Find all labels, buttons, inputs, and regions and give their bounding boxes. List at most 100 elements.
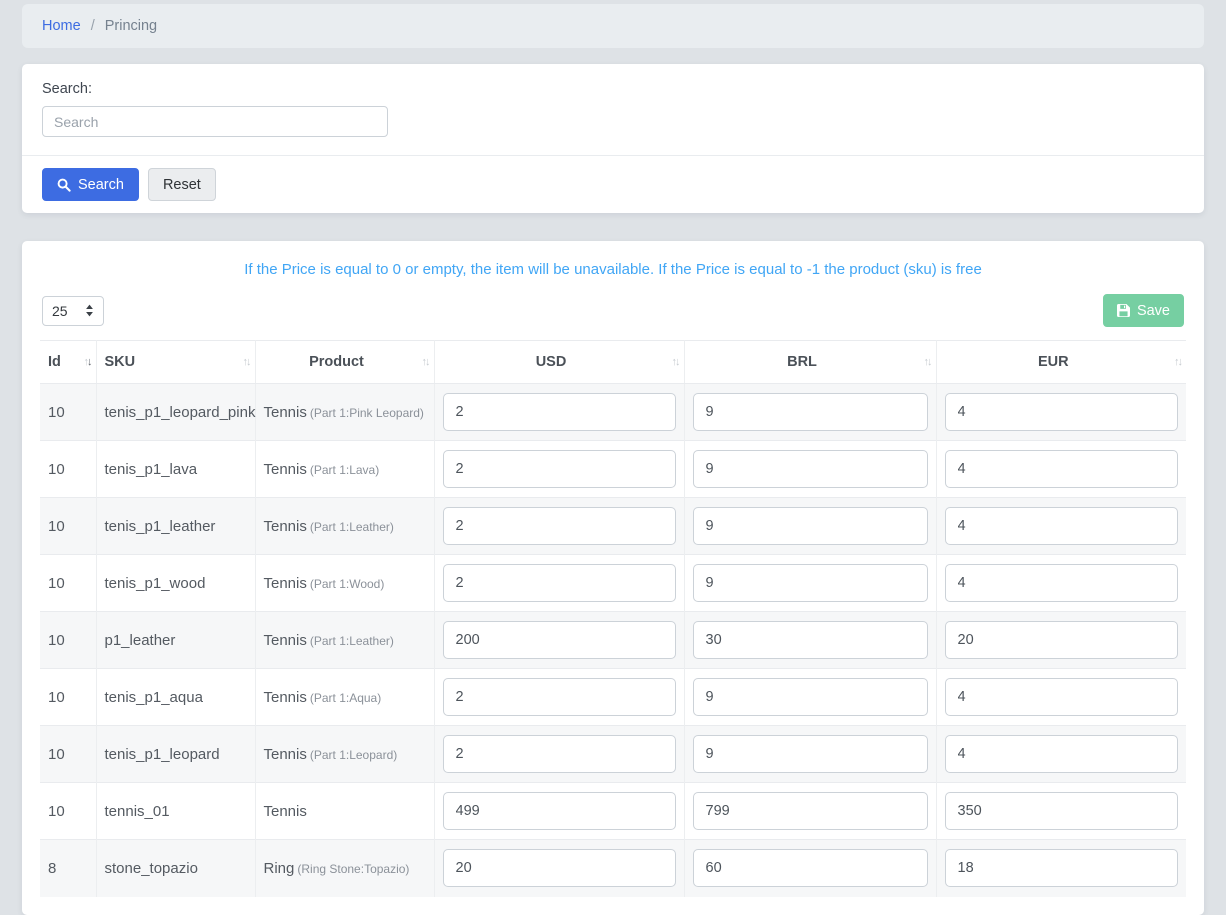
row-product-name: Tennis [263,460,307,478]
search-button-label: Search [78,176,124,193]
usd-price-input[interactable] [442,507,676,545]
eur-price-input[interactable] [944,393,1178,431]
row-product-variant: (Ring Stone:Topazio) [297,861,410,876]
cell-brl [684,554,937,612]
column-header-usd[interactable]: USD ↑↓ [434,340,685,384]
sort-icon: ↑↓ [1174,355,1183,368]
brl-price-input[interactable] [692,450,928,488]
eur-price-input[interactable] [944,621,1178,659]
search-label: Search: [42,81,92,97]
search-panel-footer: Search Reset [22,155,1204,213]
cell-sku: tenis_p1_wood [96,554,256,612]
eur-price-input[interactable] [944,564,1178,602]
brl-price-input[interactable] [692,678,928,716]
brl-price-input[interactable] [692,735,928,773]
eur-price-input[interactable] [944,849,1178,888]
cell-brl [684,440,937,498]
row-sku-value: tenis_p1_aqua [104,688,203,706]
usd-price-input[interactable] [442,849,676,888]
eur-price-input[interactable] [944,507,1178,545]
pricing-table: Id ↑↓ SKU ↑↓ Product ↑↓ USD ↑↓ BRL ↑↓ EU… [40,340,1186,897]
sort-icon: ↑↓ [83,355,93,368]
table-row: 8 stone_topazio Ring (Ring Stone:Topazio) [40,839,1186,897]
table-header-row: Id ↑↓ SKU ↑↓ Product ↑↓ USD ↑↓ BRL ↑↓ EU… [40,340,1186,384]
row-product-name: Tennis [263,688,307,706]
page-length-value: 25 [52,302,68,319]
row-id-value: 8 [48,859,57,877]
breadcrumb-current-page: Princing [104,18,158,34]
table-row: 10 tenis_p1_aqua Tennis (Part 1:Aqua) [40,668,1186,726]
row-product-name: Tennis [263,403,307,421]
cell-id: 10 [40,611,97,669]
eur-price-input[interactable] [944,450,1178,488]
pricing-info-note: If the Price is equal to 0 or empty, the… [244,261,982,278]
cell-eur [936,725,1186,783]
column-header-brl[interactable]: BRL ↑↓ [684,340,937,384]
brl-price-input[interactable] [692,621,928,659]
sort-icon: ↑↓ [923,355,933,368]
page-length-select[interactable]: 25 [42,295,104,326]
cell-id: 10 [40,668,97,726]
row-product-variant: (Part 1:Wood) [309,576,385,591]
column-header-id[interactable]: Id ↑↓ [40,340,97,384]
cell-usd [434,383,685,441]
breadcrumb-separator: / [90,18,95,34]
brl-price-input[interactable] [692,849,928,888]
row-id-value: 10 [48,802,65,820]
search-button[interactable]: Search [42,168,139,201]
usd-price-input[interactable] [442,393,676,431]
breadcrumb-home-link[interactable]: Home [42,18,81,34]
cell-brl [684,611,937,669]
usd-price-input[interactable] [442,792,676,830]
usd-price-input[interactable] [442,735,676,773]
cell-brl [684,725,937,783]
search-panel: Search: Search Reset [22,64,1204,213]
row-product-name: Tennis [263,802,307,820]
save-button-label: Save [1136,302,1170,319]
brl-price-input[interactable] [692,393,928,431]
column-header-label: BRL [787,354,817,370]
sort-icon: ↑↓ [242,355,252,368]
cell-sku: tennis_01 [96,782,256,840]
column-header-product[interactable]: Product ↑↓ [255,340,435,384]
column-header-label: Product [309,354,364,370]
row-product-name: Tennis [263,745,307,763]
reset-button[interactable]: Reset [147,168,216,201]
cell-eur [936,668,1186,726]
cell-brl [684,497,937,555]
column-header-sku[interactable]: SKU ↑↓ [96,340,256,384]
eur-price-input[interactable] [944,678,1178,716]
cell-brl [684,383,937,441]
row-id-value: 10 [48,688,65,706]
usd-price-input[interactable] [442,450,676,488]
table-row: 10 tenis_p1_leather Tennis (Part 1:Leathe… [40,497,1186,555]
cell-sku: stone_topazio [96,839,256,897]
cell-product: Tennis (Part 1:Pink Leopard) [255,383,435,441]
usd-price-input[interactable] [442,564,676,602]
row-product-name: Tennis [263,517,307,535]
cell-product: Tennis [255,782,435,840]
search-input[interactable] [42,106,388,137]
brl-price-input[interactable] [692,564,928,602]
cell-usd [434,554,685,612]
usd-price-input[interactable] [442,678,676,716]
cell-usd [434,611,685,669]
row-sku-value: p1_leather [104,631,176,649]
cell-id: 10 [40,497,97,555]
cell-id: 10 [40,554,97,612]
pricing-panel: If the Price is equal to 0 or empty, the… [22,241,1204,915]
brl-price-input[interactable] [692,507,928,545]
cell-id: 10 [40,440,97,498]
usd-price-input[interactable] [442,621,676,659]
row-product-variant: (Part 1:Leather) [309,633,394,648]
eur-price-input[interactable] [944,735,1178,773]
cell-sku: tenis_p1_aqua [96,668,256,726]
cell-eur [936,497,1186,555]
eur-price-input[interactable] [944,792,1178,830]
cell-sku: tenis_p1_leather [96,497,256,555]
column-header-eur[interactable]: EUR ↑↓ [936,340,1186,384]
brl-price-input[interactable] [692,792,928,830]
row-product-variant: (Part 1:Pink Leopard) [309,405,424,420]
table-row: 10 p1_leather Tennis (Part 1:Leather) [40,611,1186,669]
save-button[interactable]: Save [1102,294,1184,327]
